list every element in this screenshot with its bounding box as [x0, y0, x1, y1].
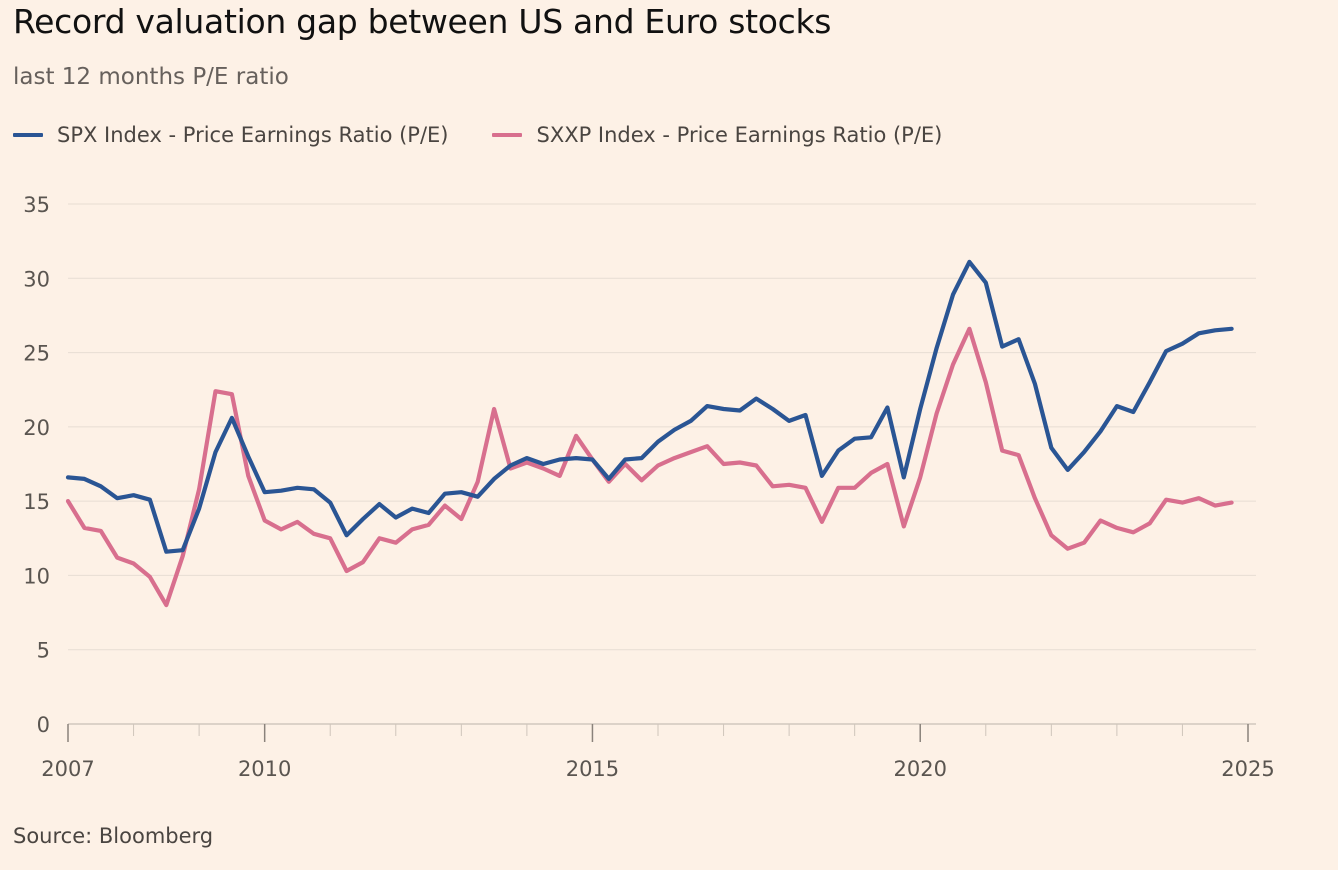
- legend-item-spx: SPX Index - Price Earnings Ratio (P/E): [13, 123, 448, 147]
- legend-label-sxxp: SXXP Index - Price Earnings Ratio (P/E): [536, 123, 943, 147]
- legend-swatch-sxxp: [492, 133, 523, 137]
- chart-subtitle: last 12 months P/E ratio: [13, 64, 289, 90]
- legend-label-spx: SPX Index - Price Earnings Ratio (P/E): [57, 123, 449, 147]
- x-tick-label-2010: 2010: [238, 757, 291, 781]
- y-tick-label-0: 0: [37, 713, 50, 737]
- y-tick-label-30: 30: [23, 267, 50, 291]
- x-tick-label-2020: 2020: [893, 757, 946, 781]
- y-tick-label-10: 10: [23, 564, 50, 588]
- series-line-spx: [65, 259, 1234, 554]
- y-tick-label-35: 35: [23, 193, 50, 217]
- source-note: Source: Bloomberg: [13, 824, 214, 848]
- series-line-sxxp: [65, 326, 1234, 608]
- chart-title: Record valuation gap between US and Euro…: [13, 2, 832, 41]
- y-tick-label-5: 5: [37, 639, 50, 663]
- y-tick-label-20: 20: [23, 416, 50, 440]
- x-tick-label-2015: 2015: [566, 757, 619, 781]
- y-tick-label-25: 25: [23, 342, 50, 366]
- legend-swatch-spx: [13, 133, 43, 137]
- legend: SPX Index - Price Earnings Ratio (P/E) S…: [13, 123, 986, 147]
- legend-item-sxxp: SXXP Index - Price Earnings Ratio (P/E): [492, 123, 942, 147]
- y-tick-label-15: 15: [23, 490, 50, 514]
- x-tick-label-2007: 2007: [41, 757, 94, 781]
- x-tick-label-2025: 2025: [1221, 757, 1274, 781]
